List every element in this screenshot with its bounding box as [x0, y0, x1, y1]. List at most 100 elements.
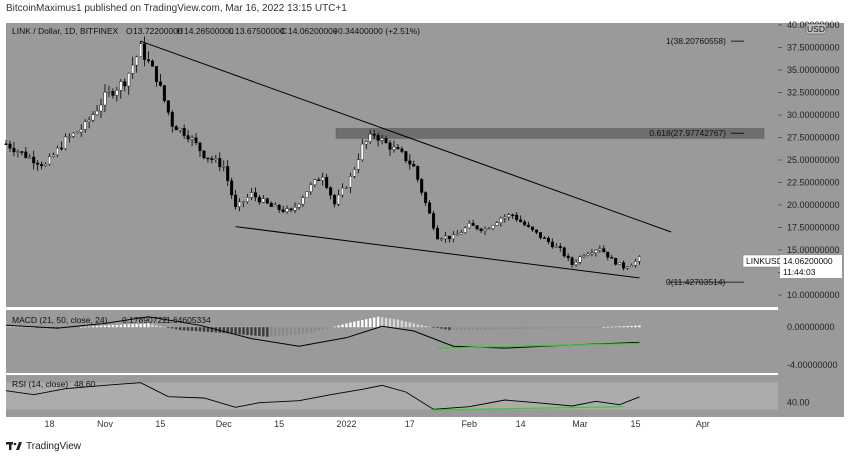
macd-title: MACD (21, 50, close, 24) [12, 315, 108, 325]
macd-histogram-bar [87, 326, 91, 328]
rsi-title: RSI (14, close) [12, 379, 68, 389]
macd-histogram-bar [139, 323, 142, 328]
last-price-label: LINKUSD 14.06200000 11:44:03 [742, 254, 842, 278]
fib-level-label: 0(11.42703514) [666, 277, 726, 287]
macd-histogram-bar [464, 327, 467, 330]
candle-body [230, 180, 234, 196]
date-tick-label: Dec [216, 419, 233, 429]
candle-body [388, 142, 392, 150]
macd-histogram-bar [412, 323, 415, 328]
price-axis[interactable] [778, 23, 844, 417]
date-tick-label: Mar [572, 419, 588, 429]
date-tick-label: 2022 [336, 419, 356, 429]
macd-histogram-bar [115, 324, 119, 328]
macd-histogram-bar [281, 327, 285, 336]
macd-histogram-bar [198, 327, 202, 332]
candle-body [107, 91, 111, 93]
macd-histogram-bar [274, 327, 277, 337]
candle-body [329, 187, 333, 196]
macd-histogram-bar [95, 325, 99, 328]
macd-histogram-bar [32, 327, 35, 328]
rsi-divergence-line [433, 406, 624, 411]
candle-body [626, 266, 630, 269]
candle-body [265, 198, 269, 204]
date-tick-label: 18 [45, 419, 55, 429]
macd-histogram-bar [301, 327, 305, 335]
macd-histogram-bar [4, 325, 8, 328]
macd-histogram-bar [487, 327, 491, 330]
candle-body [487, 228, 491, 230]
price-pane[interactable] [6, 23, 778, 307]
candle-body [285, 208, 289, 212]
macd-histogram-bar [341, 324, 344, 328]
candle-body [253, 192, 257, 198]
macd-histogram-bar [20, 326, 24, 328]
macd-histogram-bar [519, 327, 522, 329]
macd-histogram-bar [507, 327, 510, 330]
macd-histogram-bar [372, 317, 376, 328]
candle-body [586, 253, 590, 256]
candle-body [602, 248, 606, 253]
date-tick-label: Apr [696, 419, 710, 429]
macd-histogram-bar [135, 323, 138, 328]
ohlc-open: 13.72200000 [133, 26, 183, 36]
candle-body [222, 166, 226, 168]
candle-body [622, 262, 626, 269]
price-tick-label: 20.00000000 [787, 200, 840, 210]
candle-body [550, 241, 554, 248]
candle-body [198, 142, 202, 152]
price-tick-label: 37.50000000 [787, 43, 840, 53]
macd-pane[interactable] [6, 310, 778, 373]
price-tick-label: 10.00000000 [787, 290, 840, 300]
candle-body [269, 202, 273, 207]
candle-body [214, 158, 218, 160]
candle-body [337, 194, 341, 205]
macd-histogram-bar [321, 327, 324, 330]
candle-body [131, 64, 135, 74]
date-tick-label: 15 [155, 419, 165, 429]
candle-body [582, 255, 586, 257]
candle-body [614, 258, 618, 265]
macd-line [5, 316, 640, 349]
candle-body [261, 198, 265, 203]
candle-body [249, 192, 253, 198]
candle-body [618, 262, 622, 265]
candle-body [202, 150, 206, 159]
candle-body [412, 163, 416, 167]
macd-histogram-bar [468, 327, 471, 330]
candle-body [186, 135, 190, 140]
ohlc-low: 13.67500000 [235, 26, 285, 36]
macd-histogram-bar [167, 327, 170, 328]
candle-body [36, 162, 40, 165]
macd-histogram-bar [392, 319, 396, 328]
macd-histogram-bar [266, 327, 269, 337]
candle-body [515, 214, 519, 220]
candle-body [245, 197, 249, 202]
macd-histogram-bar [190, 327, 194, 331]
candle-body [321, 176, 325, 181]
candle-body [87, 119, 91, 122]
candle-body [475, 225, 479, 230]
rsi-band [6, 382, 778, 410]
candle-body [119, 81, 123, 91]
candle-body [392, 146, 396, 150]
candle-body [443, 235, 447, 240]
macd-histogram-bar [107, 325, 111, 328]
macd-divergence-line [437, 342, 640, 349]
candle-body [467, 222, 471, 229]
publish-line: BitcoinMaximus1 published on TradingView… [6, 3, 347, 14]
candle-body [28, 156, 32, 159]
candle-body [606, 251, 610, 258]
chart-area[interactable]: 10.0000000012.5000000015.0000000017.5000… [0, 20, 850, 438]
macd-histogram-bar [471, 327, 475, 330]
candle-body [554, 246, 558, 248]
candle-body [451, 234, 455, 240]
macd-histogram-bar [333, 326, 336, 328]
macd-histogram-bar [123, 324, 126, 328]
chart-title: LINK / Dollar, 1D, BITFINEX [12, 26, 119, 36]
candle-body [594, 249, 598, 253]
macd-histogram-bar [547, 327, 550, 329]
currency-badge[interactable]: USD [805, 23, 827, 35]
ohlc-low-label: L [229, 26, 234, 36]
macd-histogram-bar [428, 326, 431, 328]
